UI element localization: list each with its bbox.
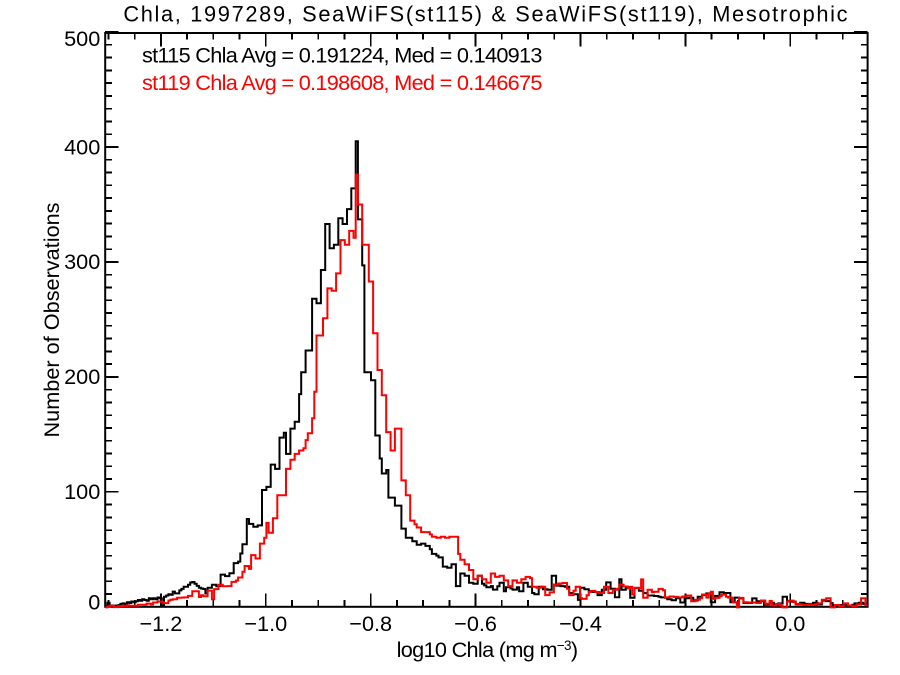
svg-text:Number of Observations: Number of Observations [39,202,64,437]
svg-text:−0.6: −0.6 [454,611,497,636]
svg-text:st119 Chla Avg = 0.198608, Med: st119 Chla Avg = 0.198608, Med = 0.14667… [142,70,542,95]
svg-text:100: 100 [64,479,100,504]
svg-text:300: 300 [64,249,100,274]
svg-text:0.0: 0.0 [775,611,805,636]
svg-text:500: 500 [64,26,100,51]
svg-text:−0.4: −0.4 [559,611,602,636]
svg-text:200: 200 [64,364,100,389]
svg-text:−0.8: −0.8 [349,611,392,636]
svg-text:log10 Chla (mg m−3): log10 Chla (mg m−3) [397,637,578,662]
svg-text:−0.2: −0.2 [664,611,707,636]
svg-text:−1.2: −1.2 [139,611,182,636]
svg-text:st115 Chla Avg = 0.191224, Med: st115 Chla Avg = 0.191224, Med = 0.14091… [142,43,542,68]
svg-text:0: 0 [88,589,100,614]
svg-text:−1.0: −1.0 [244,611,287,636]
svg-text:Chla, 1997289, SeaWiFS(st115): Chla, 1997289, SeaWiFS(st115) & SeaWiFS(… [123,1,849,26]
svg-text:400: 400 [64,134,100,159]
